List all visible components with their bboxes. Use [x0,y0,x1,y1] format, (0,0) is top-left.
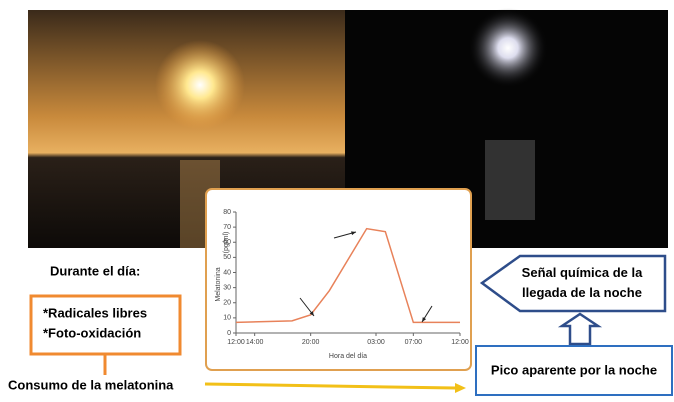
arrow-line [205,384,455,388]
moon-reflection [485,140,535,220]
y-axis-label: Melatonina [215,267,222,301]
peak-text: Pico aparente por la noche [491,362,657,377]
x-tick-label: 07:00 [405,339,423,346]
slide: 0102030405060708012:0014:0020:0003:0007:… [0,0,674,397]
x-tick-label: 14:00 [246,339,264,346]
x-tick-label: 20:00 [302,339,320,346]
y-axis-unit: (pg/ml) [223,232,230,254]
y-tick-label: 10 [223,315,231,322]
y-tick-label: 20 [223,300,231,307]
x-tick-label: 12:00 [227,339,245,346]
x-axis-label: Hora del día [329,353,367,360]
moon [468,8,548,88]
x-tick-label: 03:00 [367,339,385,346]
x-tick-label: 12:00 [451,339,469,346]
y-tick-label: 30 [223,284,231,291]
day-item: *Foto-oxidación [43,325,141,340]
signal-shape [482,256,665,311]
y-tick-label: 80 [223,209,231,216]
y-tick-label: 50 [223,254,231,261]
y-tick-label: 70 [223,224,231,231]
up-arrow [562,314,598,344]
arrow-head [455,383,466,393]
day-item: *Radicales libres [43,305,147,320]
y-tick-label: 40 [223,269,231,276]
consumption: Consumo de la melatonina [8,377,174,392]
sun [155,40,245,130]
y-tick-label: 0 [227,330,231,337]
day-title: Durante el día: [50,263,140,278]
